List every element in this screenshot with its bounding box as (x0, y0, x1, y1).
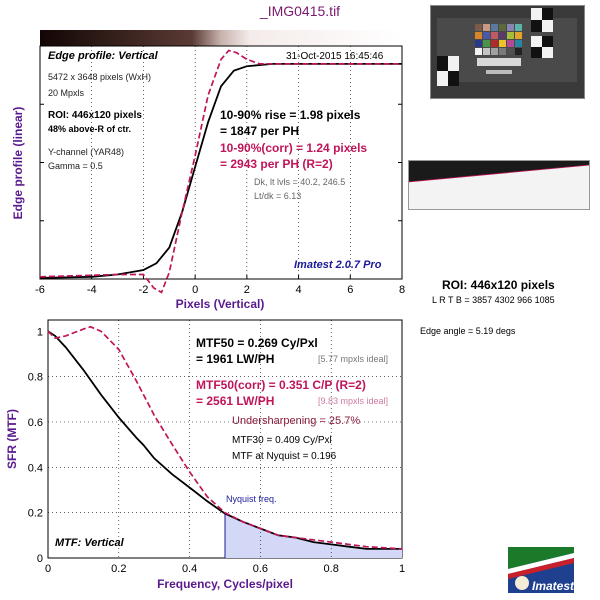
color-patch (475, 32, 482, 39)
channel-info: Y-channel (YAR48) (48, 147, 125, 157)
mtf50-corr-value: MTF50(corr) = 0.351 C/P (R=2) (196, 378, 366, 392)
mtf-y-axis-label: SFR (MTF) (5, 409, 19, 469)
color-patch (499, 32, 506, 39)
levels-info: Dk, lt lvls = 40.2, 246.5 (254, 177, 346, 187)
mtf50-lw-ph: = 1961 LW/PH (196, 352, 275, 366)
chart-title: _IMG0415.tif (259, 3, 341, 19)
edge-x-tick-label: -4 (87, 284, 97, 296)
logo-text: Imatest (532, 579, 575, 593)
mtf-x-tick-label: 0 (45, 563, 51, 575)
color-patch (507, 24, 514, 31)
color-patch (507, 32, 514, 39)
mtf-y-tick-label: 1 (37, 326, 43, 338)
edge-gradient-strip (40, 30, 402, 46)
color-patch (491, 24, 498, 31)
edge-x-tick-label: -2 (139, 284, 149, 296)
edge-x-tick-label: 6 (347, 284, 353, 296)
mtf-x-tick-label: 0.4 (182, 563, 197, 575)
color-patch (507, 40, 514, 47)
mtf-y-tick-label: 0 (37, 553, 43, 565)
color-patch (499, 48, 506, 55)
megapixel-info: 20 Mpxls (48, 88, 85, 98)
color-patch (491, 40, 498, 47)
gamma-info: Gamma = 0.5 (48, 161, 103, 171)
rise-per-ph: = 1847 per PH (220, 124, 300, 138)
mtf-y-tick-label: 0.6 (28, 417, 43, 429)
mtf-x-tick-label: 0.8 (324, 563, 339, 575)
color-patch (483, 48, 490, 55)
color-patch (491, 32, 498, 39)
edge-x-tick-label: 8 (399, 284, 405, 296)
mtf-corrected-line (47, 325, 403, 550)
edge-x-axis-label: Pixels (Vertical) (175, 297, 265, 311)
roi-info: ROI: 446x120 pixels (48, 110, 142, 121)
undersharpening: Undersharpening = 25.7% (232, 415, 361, 427)
color-patch (515, 40, 522, 47)
corrected-rise-per-ph: = 2943 per PH (R=2) (220, 157, 333, 171)
nyquist-label: Nyquist freq. (226, 494, 277, 504)
mtf-label: MTF: Vertical (55, 537, 124, 549)
edge-y-axis-label: Edge profile (linear) (11, 106, 25, 220)
mtf-x-tick-label: 1 (399, 563, 405, 575)
nyquist-region (225, 513, 402, 558)
edge-angle: Edge angle = 5.19 degs (420, 326, 516, 336)
mtf-x-tick-label: 0.6 (253, 563, 268, 575)
color-patch (507, 48, 514, 55)
rise-value: 10-90% rise = 1.98 pixels (220, 108, 361, 122)
mtf50-value: MTF50 = 0.269 Cy/Pxl (196, 336, 318, 350)
mtf50-corr-ideal: [9.83 mpxls ideal] (318, 396, 389, 406)
mtf-y-tick-label: 0.2 (28, 508, 43, 520)
mtf-x-axis-label: Frequency, Cycles/pixel (157, 577, 293, 591)
color-patch (483, 32, 490, 39)
color-patch (499, 24, 506, 31)
color-patch (475, 48, 482, 55)
image-size-info: 5472 x 3648 pixels (WxH) (48, 72, 152, 82)
edge-x-tick-label: -6 (35, 284, 45, 296)
roi-crop-image (408, 160, 590, 210)
color-patch (515, 32, 522, 39)
mtf-y-tick-label: 0.8 (28, 372, 43, 384)
mtf-chart: 0 0.2 0.4 0.6 0.8 1 0 0.2 0.4 0.6 0.8 1 (28, 319, 405, 575)
corrected-rise-value: 10-90%(corr) = 1.24 pixels (220, 141, 368, 155)
edge-x-tick-label: 4 (296, 284, 302, 296)
color-patch (475, 40, 482, 47)
roi-coordinates: L R T B = 3857 4302 966 1085 (432, 295, 555, 305)
color-patch (515, 48, 522, 55)
color-patch (491, 48, 498, 55)
color-patch (499, 40, 506, 47)
mtf50-ideal: [5.77 mpxls ideal] (318, 354, 389, 364)
edge-profile-label: Edge profile: Vertical (48, 50, 158, 62)
mtf30-value: MTF30 = 0.409 Cy/Pxl (232, 435, 332, 446)
light-dark-ratio: Lt/dk = 6.13 (254, 191, 302, 201)
roi-position-info: 48% above-R of ctr. (48, 124, 132, 134)
edge-x-tick-label: 0 (192, 284, 198, 296)
mtf-y-tick-label: 0.4 (28, 462, 43, 474)
test-chart-thumbnail (430, 5, 585, 99)
color-patch (483, 24, 490, 31)
version-label: Imatest 2.0.7 Pro (294, 259, 382, 271)
edge-plot-frame (39, 45, 403, 280)
imatest-logo (508, 547, 574, 593)
mtf-x-tick-label: 0.2 (111, 563, 126, 575)
color-patch (483, 40, 490, 47)
edge-profile-chart: -6 -4 -2 0 2 4 6 8 (35, 30, 405, 296)
timestamp: 31-Oct-2015 16:45:46 (286, 51, 384, 62)
roi-title: ROI: 446x120 pixels (442, 278, 555, 292)
edge-x-tick-label: 2 (244, 284, 250, 296)
color-patch (475, 24, 482, 31)
mtf-line (47, 330, 402, 550)
mtf50-corr-lw-ph: = 2561 LW/PH (196, 394, 275, 408)
mtf-at-nyquist: MTF at Nyquist = 0.196 (232, 451, 337, 462)
color-patch (515, 24, 522, 31)
edge-profile-corrected-line (39, 49, 402, 294)
